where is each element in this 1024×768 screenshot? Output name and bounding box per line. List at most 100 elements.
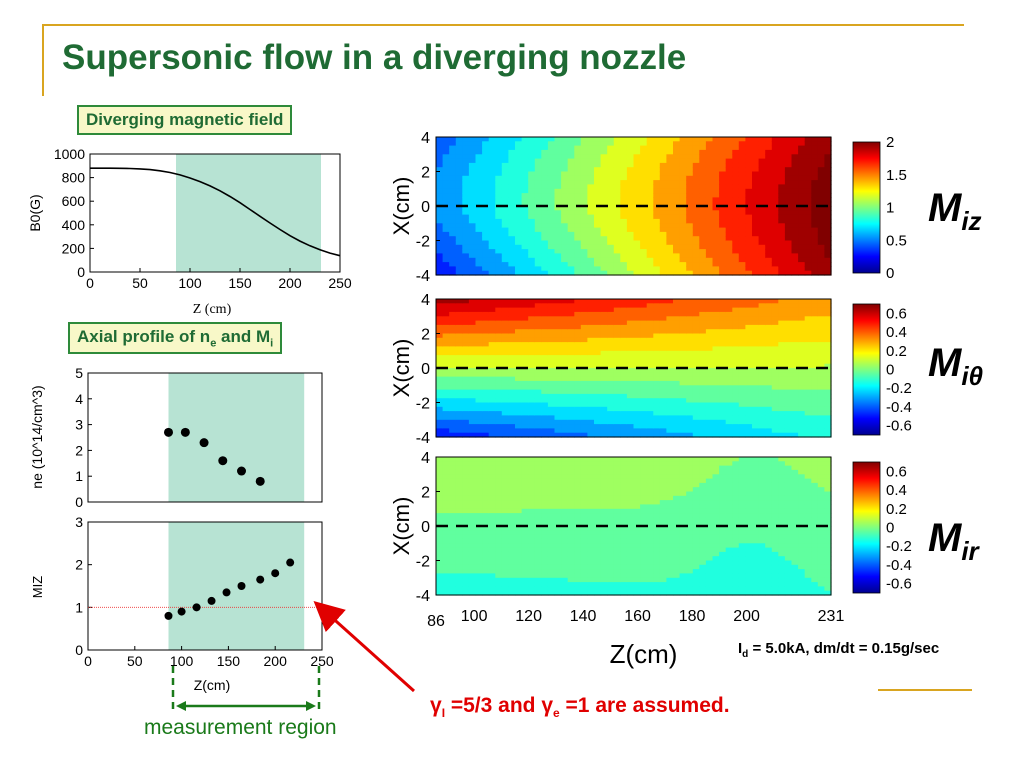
contour-cell [811,266,819,272]
contour-cell [534,551,542,557]
contour-cell [495,218,503,224]
contour-cell [561,534,569,540]
contour-cell [521,402,529,408]
y-axis-label: B0(G) [27,194,43,231]
contour-cell [745,398,753,404]
contour-cell [626,184,635,190]
contour-cell [758,337,766,343]
contour-cell [521,158,529,164]
contour-cell [600,175,608,181]
contour-cell [462,547,470,553]
contour-cell [633,487,641,493]
contour-cell [626,457,635,462]
contour-cell [653,206,661,211]
contour-cell [534,270,542,276]
contour-cell [547,380,556,386]
contour-cell [705,197,714,203]
contour-cell [765,303,773,309]
contour-cell [607,590,615,596]
contour-cell [561,368,569,373]
contour-cell [692,240,700,246]
contour-cell [719,244,727,250]
contour-cell [758,184,766,190]
contour-cell [587,560,595,566]
contour-cell [758,197,766,203]
contour-cell [436,582,444,587]
contour-cell [784,184,793,190]
contour-cell [804,253,812,259]
contour-cell [719,240,727,246]
contour-cell [528,355,536,360]
contour-cell [547,432,556,438]
contour-cell [475,517,483,523]
contour-cell [679,149,687,155]
contour-cell [666,223,674,229]
contour-cell [626,262,635,267]
contour-cell [436,137,444,142]
contour-cell [600,543,608,549]
contour-cell [449,262,457,267]
contour-cell [705,363,714,369]
contour-cell [495,504,503,510]
contour-cell [673,393,681,399]
contour-cell [515,137,523,142]
contour-cell [686,206,694,211]
contour-cell [482,240,490,246]
contour-cell [673,398,681,404]
contour-cell [594,428,602,434]
contour-cell [449,266,457,272]
contour-cell [600,270,608,276]
contour-cell [646,368,654,373]
contour-cell [475,393,483,399]
contour-cell [712,342,720,347]
contour-cell [824,311,832,317]
contour-cell [719,137,727,142]
contour-cell [587,154,595,160]
contour-cell [600,223,608,229]
contour-cell [594,368,602,373]
contour-cell [587,201,595,207]
contour-cell [778,154,786,160]
contour-cell [475,406,483,412]
contour-cell [732,188,740,194]
contour-cell [600,167,608,173]
contour-cell [482,214,490,220]
contour-cell [587,543,595,549]
contour-cell [528,149,536,155]
contour-cell [804,188,812,194]
contour-cell [640,376,648,382]
contour-cell [468,171,477,177]
contour-cell [758,372,766,378]
contour-cell [574,184,582,190]
contour-cell [541,465,549,471]
contour-cell [475,162,483,168]
contour-cell [462,137,470,142]
contour-cell [594,419,602,425]
contour-cell [468,141,477,147]
contour-cell [521,236,529,242]
contour-cell [633,231,641,237]
contour-cell [534,167,542,173]
y-tick-label: 200 [62,240,86,256]
contour-cell [679,180,687,185]
contour-cell [521,385,529,391]
contour-cell [791,206,799,211]
contour-cell [640,137,648,142]
contour-cell [534,419,542,425]
contour-cell [594,534,602,540]
contour-cell [613,253,621,259]
contour-cell [587,469,595,475]
contour-cell [640,266,648,272]
contour-cell [501,355,509,360]
contour-cell [613,376,621,382]
contour-cell [528,590,536,596]
contour-cell [817,299,825,304]
contour-cell [804,376,812,382]
contour-cell [705,137,714,142]
contour-cell [534,402,542,408]
contour-cell [626,551,635,557]
contour-cell [547,201,556,207]
contour-cell [824,324,832,330]
contour-cell [686,415,694,421]
contour-cell [633,299,641,304]
